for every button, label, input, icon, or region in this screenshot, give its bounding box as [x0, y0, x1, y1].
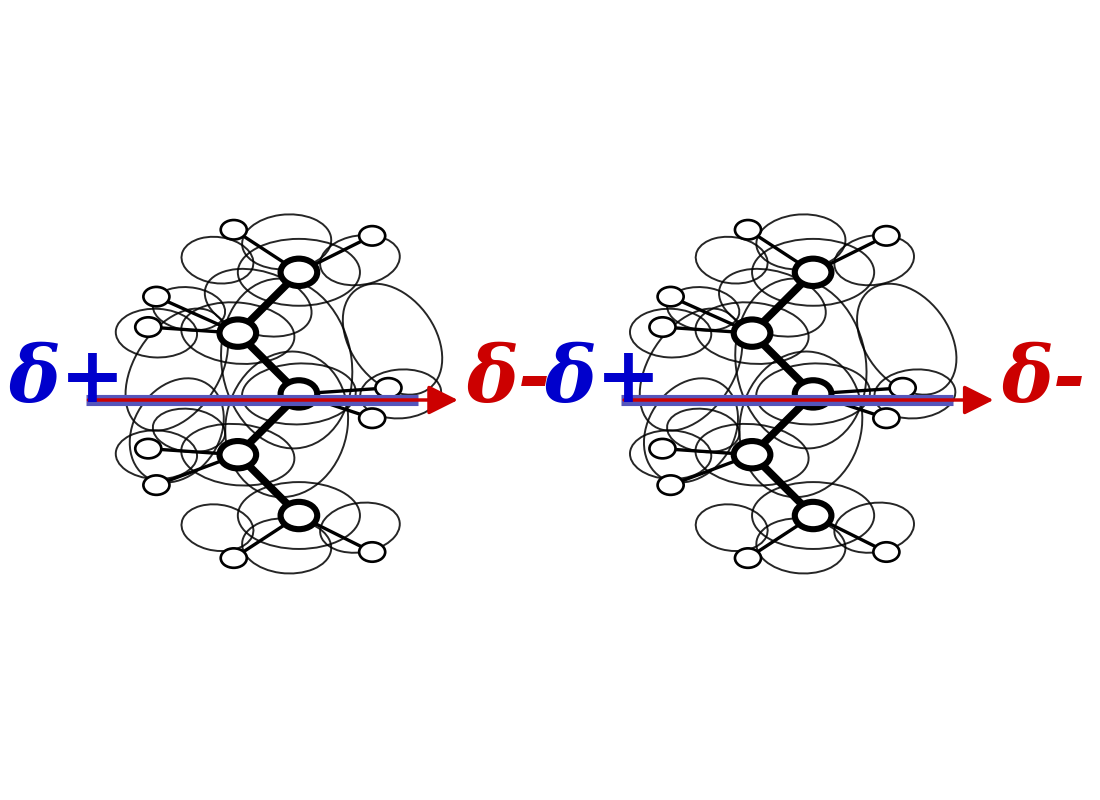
Circle shape	[220, 319, 256, 347]
Circle shape	[280, 380, 317, 407]
Circle shape	[735, 220, 761, 239]
Circle shape	[221, 548, 246, 568]
Circle shape	[873, 542, 900, 562]
Circle shape	[795, 502, 832, 530]
Circle shape	[280, 502, 317, 530]
Circle shape	[734, 441, 770, 469]
Circle shape	[221, 220, 246, 239]
Circle shape	[135, 439, 162, 458]
Circle shape	[143, 287, 169, 306]
Circle shape	[280, 258, 317, 286]
Circle shape	[220, 441, 256, 469]
Circle shape	[359, 409, 385, 428]
Circle shape	[658, 475, 684, 495]
Circle shape	[735, 548, 761, 568]
Circle shape	[135, 318, 162, 337]
Circle shape	[375, 378, 402, 398]
Circle shape	[890, 378, 915, 398]
Circle shape	[359, 542, 385, 562]
Circle shape	[649, 318, 675, 337]
Circle shape	[734, 319, 770, 347]
Circle shape	[873, 226, 900, 246]
Text: δ-: δ-	[1002, 342, 1086, 418]
Text: δ+: δ+	[544, 342, 661, 418]
Text: δ-: δ-	[466, 342, 550, 418]
Circle shape	[873, 409, 900, 428]
Circle shape	[795, 258, 832, 286]
Circle shape	[795, 380, 832, 407]
Circle shape	[649, 439, 675, 458]
Circle shape	[658, 287, 684, 306]
Circle shape	[359, 226, 385, 246]
Text: δ+: δ+	[9, 342, 125, 418]
Circle shape	[143, 475, 169, 495]
